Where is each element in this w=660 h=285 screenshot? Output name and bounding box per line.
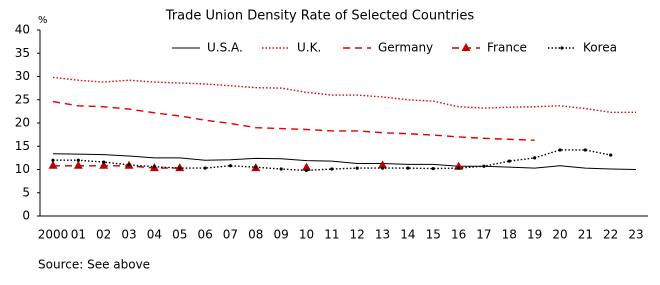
x-tick-label: 19 bbox=[527, 228, 542, 242]
x-tick-label: 22 bbox=[603, 228, 618, 242]
dot-marker bbox=[431, 166, 435, 171]
series-line bbox=[52, 76, 637, 114]
x-tick-label: 07 bbox=[223, 228, 238, 242]
dot-marker bbox=[178, 166, 182, 170]
dot-marker bbox=[304, 168, 309, 173]
x-tick-label: 04 bbox=[147, 228, 162, 242]
dot-marker bbox=[482, 164, 486, 168]
x-tick-label: 11 bbox=[324, 228, 339, 242]
dot-marker bbox=[406, 166, 410, 170]
legend-label: France bbox=[487, 41, 527, 55]
y-tick-label: 30 bbox=[15, 69, 30, 83]
triangle-marker bbox=[378, 160, 388, 169]
dot-marker bbox=[203, 166, 207, 170]
x-tick-label: 12 bbox=[350, 228, 365, 242]
x-tick-label: 09 bbox=[274, 228, 289, 242]
dot-marker bbox=[254, 165, 258, 169]
x-tick-label: 18 bbox=[502, 228, 517, 242]
dot-marker bbox=[609, 153, 613, 157]
legend-label: Germany bbox=[378, 41, 433, 55]
triangle-marker bbox=[48, 160, 58, 169]
dot-marker bbox=[127, 163, 131, 167]
x-tick-label: 06 bbox=[197, 228, 212, 242]
dot-marker bbox=[457, 166, 461, 170]
x-tick-label: 02 bbox=[96, 228, 111, 242]
y-tick-label: 5 bbox=[22, 185, 30, 199]
dot-marker bbox=[330, 167, 334, 171]
x-tick-label: 23 bbox=[628, 228, 643, 242]
x-tick-label: 14 bbox=[400, 228, 415, 242]
x-tick-label: 01 bbox=[71, 228, 86, 242]
x-tick-label: 08 bbox=[248, 228, 263, 242]
dot-marker bbox=[228, 164, 233, 168]
y-tick-label: 40 bbox=[15, 23, 30, 37]
dot-marker bbox=[355, 166, 359, 170]
legend-label: U.S.A. bbox=[207, 41, 243, 55]
x-tick-label: 10 bbox=[299, 228, 314, 242]
dot-marker bbox=[152, 165, 156, 169]
dot-marker bbox=[380, 166, 385, 170]
triangle-marker bbox=[461, 43, 471, 51]
series-line bbox=[53, 149, 611, 172]
x-tick-label: 03 bbox=[121, 228, 136, 242]
dot-marker bbox=[279, 167, 283, 171]
y-tick-label: 15 bbox=[15, 139, 30, 153]
y-tick-label: 25 bbox=[15, 92, 30, 106]
x-tick-label: 16 bbox=[451, 228, 466, 242]
y-tick-label: 20 bbox=[15, 116, 30, 130]
triangle-marker bbox=[454, 161, 464, 170]
dot-marker bbox=[507, 159, 511, 163]
legend-label: U.K. bbox=[297, 41, 321, 55]
x-tick-label: 15 bbox=[426, 228, 441, 242]
x-tick-label: 13 bbox=[375, 228, 390, 242]
dot-marker bbox=[583, 148, 587, 152]
x-tick-label: 20 bbox=[552, 228, 567, 242]
y-tick-label: 0 bbox=[22, 209, 30, 223]
dot-marker bbox=[76, 158, 80, 162]
y-tick-label: 35 bbox=[15, 46, 30, 60]
series-line bbox=[52, 100, 535, 141]
x-tick-label: 2000 bbox=[38, 228, 69, 242]
triangle-marker bbox=[73, 160, 83, 169]
chart-title: Trade Union Density Rate of Selected Cou… bbox=[165, 9, 475, 24]
y-tick-label: 10 bbox=[15, 162, 30, 176]
dot-marker bbox=[560, 46, 564, 50]
x-tick-label: 17 bbox=[476, 228, 491, 242]
x-tick-label: 21 bbox=[578, 228, 593, 242]
legend-label: Korea bbox=[583, 41, 617, 55]
dot-marker bbox=[533, 156, 537, 160]
dot-marker bbox=[102, 160, 106, 164]
triangle-marker bbox=[99, 160, 109, 169]
y-axis-label: % bbox=[38, 15, 48, 26]
triangle-marker bbox=[302, 162, 311, 171]
source-note: Source: See above bbox=[38, 258, 150, 272]
dot-marker bbox=[558, 148, 562, 152]
series-line bbox=[52, 153, 637, 170]
dot-marker bbox=[51, 158, 55, 162]
x-tick-label: 05 bbox=[172, 228, 187, 242]
